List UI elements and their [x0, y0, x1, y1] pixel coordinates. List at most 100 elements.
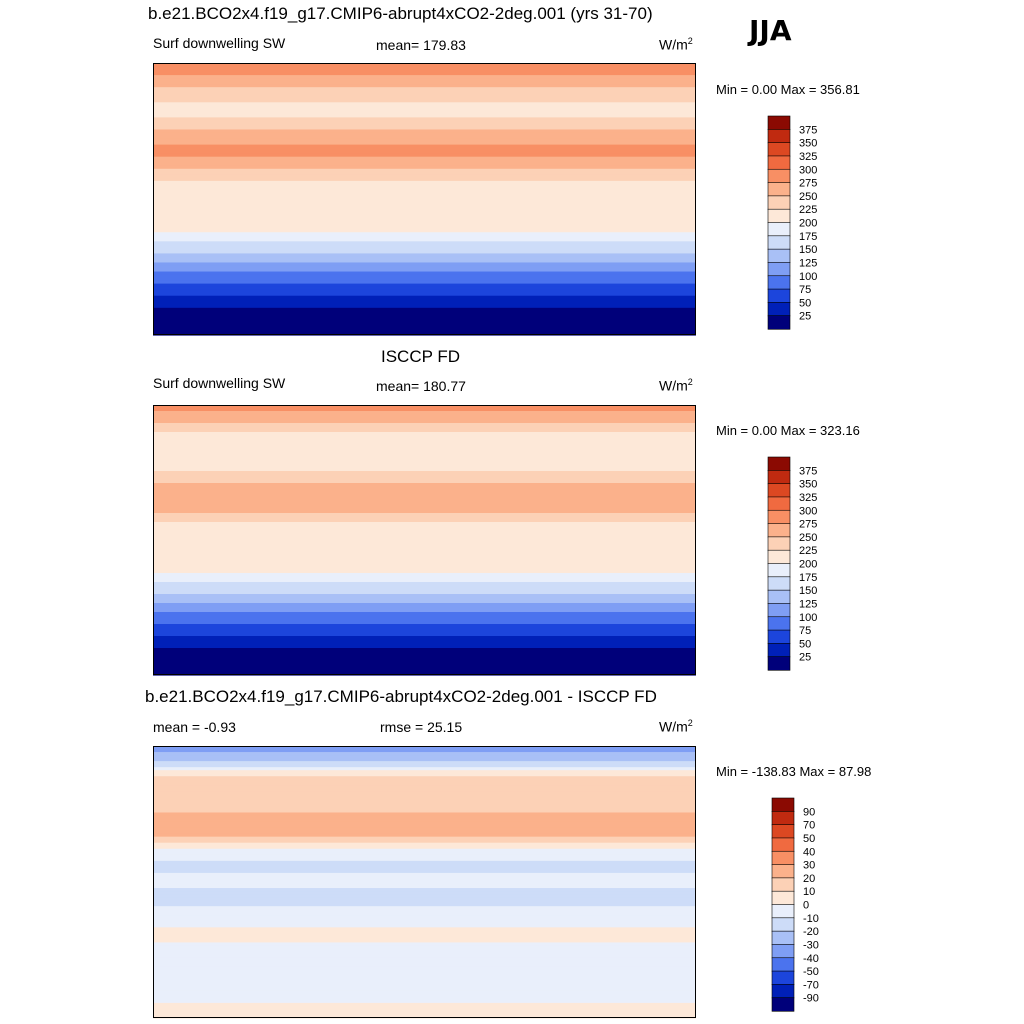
map-band	[153, 277, 696, 282]
map-band	[153, 147, 696, 152]
colorbar-label: 20	[803, 873, 815, 885]
colorbar-box	[771, 850, 795, 866]
map-band	[153, 105, 696, 109]
map-band	[153, 909, 696, 913]
map-band	[153, 642, 696, 646]
map-band	[153, 939, 696, 944]
map-band	[153, 824, 696, 829]
panel-1-minmax: Min = 0.00 Max = 356.81	[716, 82, 860, 97]
map-band	[153, 180, 696, 185]
map-band	[153, 256, 696, 261]
map-band	[153, 471, 696, 475]
map-band	[153, 891, 696, 895]
map-band	[153, 918, 696, 922]
map-band	[153, 615, 696, 619]
colorbar-box	[767, 248, 791, 264]
colorbar-box	[771, 811, 795, 826]
map-band	[153, 975, 696, 980]
map-band	[153, 262, 696, 267]
map-band	[153, 211, 696, 215]
map-band	[153, 758, 696, 762]
colorbar-box	[767, 536, 791, 551]
map-band	[153, 570, 696, 574]
map-band	[153, 420, 696, 424]
colorbar-box	[767, 523, 791, 538]
map-band	[153, 776, 696, 780]
map-band	[153, 636, 696, 640]
map-band	[153, 414, 696, 418]
colorbar-box	[767, 302, 791, 317]
map-band	[153, 1014, 696, 1019]
map-band	[153, 78, 696, 82]
map-band	[153, 797, 696, 801]
map-band	[153, 912, 696, 916]
map-band	[153, 174, 696, 179]
colorbar-label: 375	[799, 124, 817, 136]
map-band	[153, 821, 696, 826]
map-band	[153, 289, 696, 294]
map-band	[153, 885, 696, 889]
map-band	[153, 528, 696, 532]
map-band	[153, 888, 696, 892]
colorbar-box	[771, 997, 795, 1012]
colorbar-box	[771, 917, 795, 932]
colorbar-label: -90	[803, 993, 819, 1005]
map-band	[153, 842, 696, 847]
map-band	[153, 220, 696, 224]
map-band	[153, 486, 696, 490]
map-band	[153, 764, 696, 768]
colorbar-label: 100	[799, 271, 817, 283]
colorbar-label: 30	[803, 860, 815, 872]
map-band	[153, 516, 696, 520]
colorbar-label: 200	[799, 559, 817, 571]
map-band	[153, 117, 696, 122]
map-band	[153, 298, 696, 303]
map-band	[153, 229, 696, 233]
map-band	[153, 316, 696, 321]
map-band	[153, 773, 696, 777]
map-band	[153, 537, 696, 541]
colorbar-label: -50	[803, 966, 819, 978]
map-band	[153, 513, 696, 517]
map-band	[153, 630, 696, 634]
colorbar-box	[767, 643, 791, 658]
map-band	[153, 331, 696, 336]
map-band	[153, 860, 696, 865]
map-band	[153, 624, 696, 628]
map-band	[153, 405, 696, 409]
panel-3-rmse-label: rmse = 25.15	[380, 719, 463, 735]
map-band	[153, 749, 696, 753]
colorbar-box	[767, 142, 791, 157]
colorbar-label: 275	[799, 178, 817, 190]
colorbar-box	[767, 182, 791, 197]
map-band	[153, 189, 696, 194]
map-band	[153, 531, 696, 535]
map-band	[153, 498, 696, 502]
colorbar-box	[767, 129, 791, 144]
map-band	[153, 426, 696, 430]
map-band	[153, 423, 696, 427]
map-band	[153, 809, 696, 814]
map-band	[153, 435, 696, 439]
map-band	[153, 123, 696, 128]
map-band	[153, 159, 696, 164]
colorbar-box	[767, 496, 791, 511]
map-band	[153, 657, 696, 661]
colorbar-label: 300	[799, 164, 817, 176]
colorbar-box	[767, 603, 791, 618]
colorbar-box	[767, 629, 791, 644]
colorbar-label: 75	[799, 284, 811, 296]
map-band	[153, 96, 696, 100]
map-band	[153, 549, 696, 553]
map-band	[153, 186, 696, 191]
map-band	[153, 755, 696, 759]
map-band	[153, 788, 696, 792]
map-band	[153, 84, 696, 88]
colorbar-box	[767, 549, 791, 565]
map-band	[153, 66, 696, 70]
panel-1-left-label: Surf downwelling SW	[153, 35, 286, 51]
map-band	[153, 863, 696, 868]
colorbar-label: 0	[803, 900, 809, 912]
map-band	[153, 546, 696, 550]
